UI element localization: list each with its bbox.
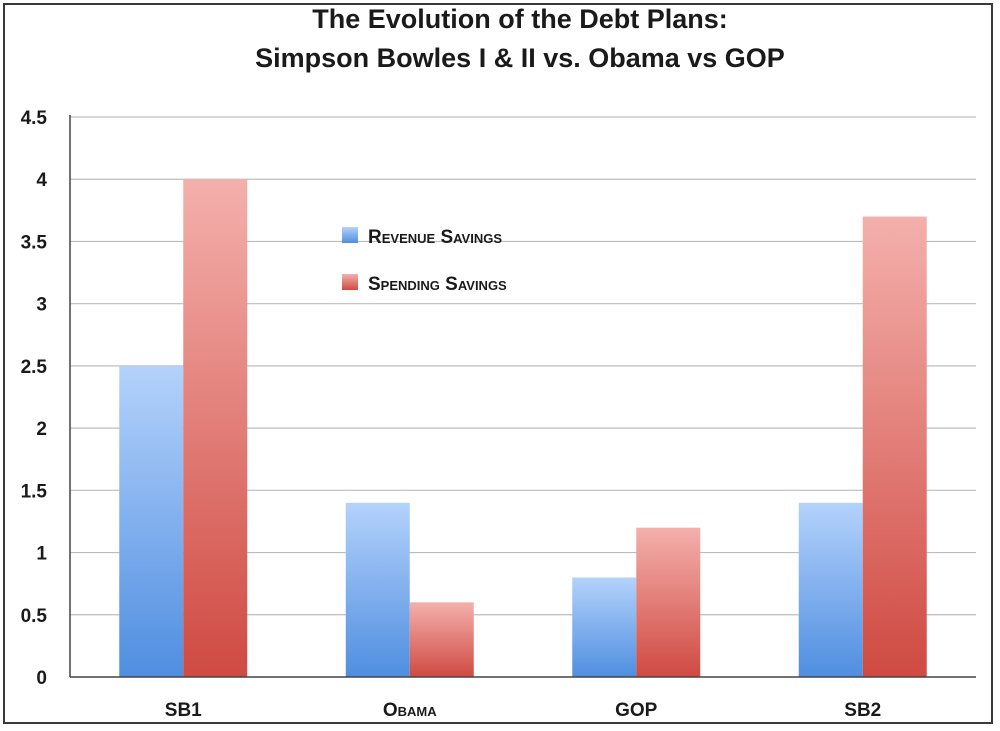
y-tick-label: 1.5 [21, 481, 48, 502]
chart-title-line-1: The Evolution of the Debt Plans: [312, 4, 728, 34]
y-tick-label: 0.5 [21, 606, 48, 627]
bar-revenue-gop [572, 577, 637, 677]
x-category-label: GOP [615, 700, 658, 721]
bars [119, 179, 927, 678]
legend-swatch-spending [342, 274, 358, 290]
x-category-label: Obama [383, 700, 437, 721]
y-tick-label: 0 [36, 668, 47, 689]
y-tick-label: 4.5 [21, 108, 48, 129]
axes: 0 0.5 1 1.5 2 2.5 3 3.5 4 4.5 SB1 Obama GOP SB2 [21, 108, 976, 721]
y-tick-label: 3 [36, 295, 47, 316]
legend-label-spending: Spending Savings [368, 274, 507, 295]
bar-revenue-sb1 [119, 365, 184, 677]
bar-spending-sb2 [862, 216, 927, 678]
y-tick-label: 2.5 [21, 357, 48, 378]
y-tick-label: 4 [36, 170, 47, 191]
y-tick-label: 1 [36, 544, 47, 565]
x-category-label: SB2 [844, 700, 881, 721]
bar-spending-sb1 [183, 179, 248, 677]
legend-swatch-revenue [342, 227, 358, 243]
y-tick-label: 3.5 [21, 232, 48, 253]
bar-revenue-sb2 [798, 502, 863, 677]
bar-spending-gop [636, 527, 701, 677]
x-category-label: SB1 [165, 700, 202, 721]
bar-revenue-obama [345, 502, 410, 677]
y-tick-label: 2 [36, 419, 47, 440]
chart-title-line-2: Simpson Bowles I & II vs. Obama vs GOP [255, 43, 785, 73]
bar-spending-obama [409, 602, 474, 677]
legend: Revenue Savings Spending Savings [342, 227, 507, 295]
legend-label-revenue: Revenue Savings [368, 227, 502, 248]
